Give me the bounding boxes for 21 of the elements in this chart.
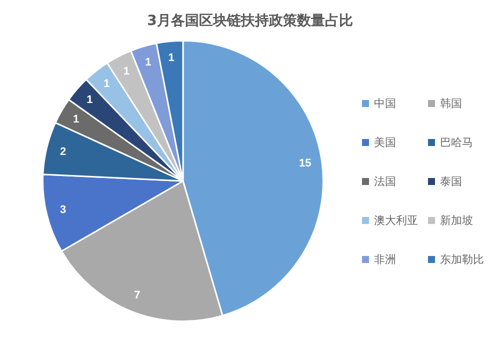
- data-label: 1: [86, 94, 93, 106]
- data-label: 15: [299, 157, 312, 170]
- data-label: 7: [134, 290, 140, 302]
- legend-label: 美国: [374, 134, 396, 150]
- legend-label: 东加勒比: [440, 252, 484, 266]
- legend-label: 澳大利亚: [374, 212, 418, 228]
- data-label: 1: [168, 52, 174, 64]
- data-label: 3: [60, 204, 66, 216]
- legend-label: 巴哈马: [440, 134, 473, 150]
- data-label: 2: [60, 146, 66, 158]
- legend-label: 新加坡: [440, 212, 473, 228]
- legend-label: 中国: [374, 96, 396, 110]
- chart-title: 3月各国区块链扶持政策数量占比: [146, 12, 354, 31]
- data-label: 1: [123, 65, 130, 78]
- data-label: 1: [145, 56, 152, 69]
- legend-label: 韩国: [440, 96, 462, 110]
- data-label: 1: [73, 113, 80, 126]
- legend-label: 泰国: [440, 174, 462, 188]
- legend-label: 法国: [374, 174, 396, 188]
- data-label: 1: [104, 78, 110, 90]
- legend-label: 非洲: [374, 252, 396, 266]
